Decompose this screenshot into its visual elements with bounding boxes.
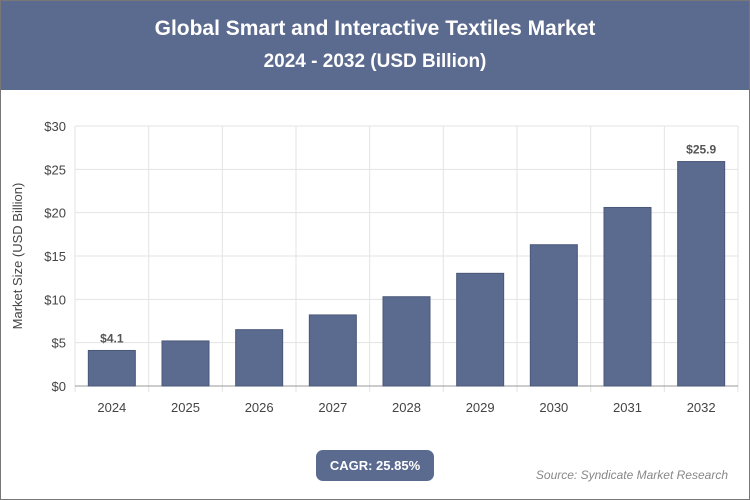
- x-tick-label: 2031: [613, 400, 642, 415]
- y-tick-label: $15: [44, 249, 66, 264]
- bar-2026: [235, 329, 284, 387]
- x-tick-label: 2032: [687, 400, 716, 415]
- x-tick-label: 2029: [466, 400, 495, 415]
- bar-2032: [677, 161, 726, 387]
- bar-2030: [529, 244, 578, 387]
- y-tick-label: $10: [44, 292, 66, 307]
- data-label-2024: $4.1: [100, 331, 124, 345]
- bar-2024: [87, 349, 136, 387]
- chart-header: Global Smart and Interactive Textiles Ma…: [1, 1, 749, 90]
- chart-title: Global Smart and Interactive Textiles Ma…: [154, 17, 596, 40]
- y-tick-label: $0: [52, 379, 66, 394]
- y-tick-label: $30: [44, 119, 66, 134]
- bar-2028: [382, 296, 431, 387]
- y-tick-label: $25: [44, 162, 66, 177]
- x-tick-label: 2030: [539, 400, 568, 415]
- cagr-badge: CAGR: 25.85%: [316, 450, 434, 481]
- x-tick-label: 2024: [97, 400, 126, 415]
- bar-2031: [603, 206, 652, 387]
- data-label-2032: $25.9: [686, 143, 716, 157]
- bar-2025: [161, 340, 210, 387]
- source-note: Source: Syndicate Market Research: [535, 468, 728, 482]
- y-tick-label: $20: [44, 206, 66, 221]
- x-tick-label: 2025: [171, 400, 200, 415]
- x-tick-label: 2028: [392, 400, 421, 415]
- y-tick-label: $5: [52, 336, 66, 351]
- chart-subtitle: 2024 - 2032 (USD Billion): [263, 51, 487, 72]
- y-axis-title: Market Size (USD Billion): [10, 183, 25, 330]
- x-tick-label: 2027: [318, 400, 347, 415]
- bar-2027: [308, 314, 357, 387]
- bar-2029: [456, 272, 505, 387]
- x-tick-label: 2026: [245, 400, 274, 415]
